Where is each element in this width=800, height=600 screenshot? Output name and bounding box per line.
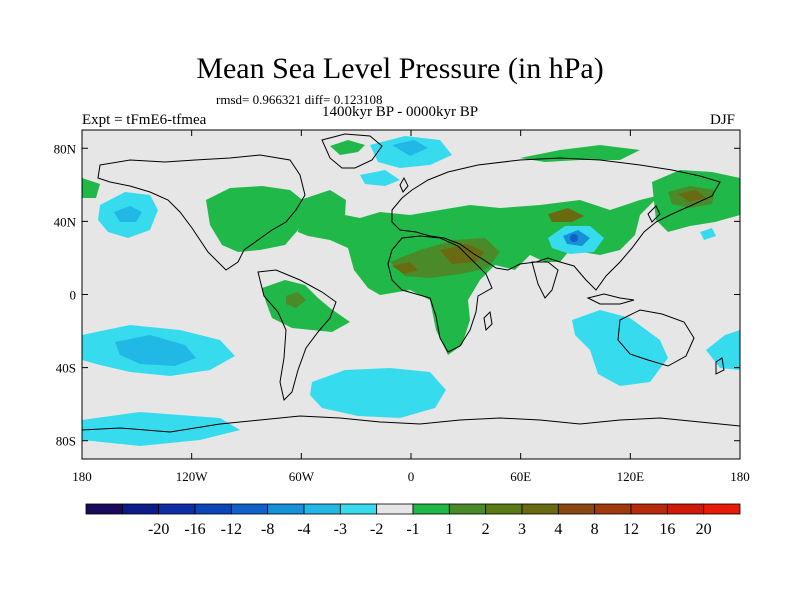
lon-tick-label: 180 <box>730 469 750 484</box>
coast-japan <box>647 205 661 223</box>
colorbar-label: 4 <box>554 521 562 538</box>
anomaly-band-brown-arabia <box>440 244 484 264</box>
anomaly-band-cyan-southwest-pacific <box>706 330 740 370</box>
coast-uk <box>399 176 409 193</box>
colorbar-label: 12 <box>623 521 639 538</box>
colorbar-label: 3 <box>518 521 526 538</box>
pressure-anomaly-field <box>82 136 740 446</box>
lat-tick-label: 0 <box>70 288 77 303</box>
anomaly-band-brown-central-asia <box>548 208 584 222</box>
lat-tick-label: 80S <box>56 434 76 449</box>
anomaly-band-darkblue-tibet <box>570 234 578 242</box>
colorbar-swatch <box>412 503 450 515</box>
lon-tick-label: 180 <box>72 469 92 484</box>
colorbar-label: -8 <box>261 521 274 538</box>
colorbar-swatch <box>557 503 596 515</box>
coast-indonesia <box>586 293 635 305</box>
period-label: 1400kyr BP - 0000kyr BP <box>322 104 479 120</box>
colorbar-swatch <box>230 503 269 515</box>
coast-antarctica <box>82 415 740 433</box>
coast-india <box>531 261 559 299</box>
lon-tick-label: 120W <box>176 469 209 484</box>
colorbar-label: -12 <box>221 521 242 538</box>
colorbar-swatch <box>267 503 305 515</box>
colorbar-label: -3 <box>334 521 347 538</box>
coast-south-america <box>257 269 337 401</box>
lat-tick-label: 80N <box>54 141 77 156</box>
colorbar-swatch <box>630 503 668 515</box>
lon-tick-label: 120E <box>617 469 645 484</box>
colorbar-label: 20 <box>696 521 712 538</box>
colorbar <box>85 503 741 515</box>
colorbar-swatch <box>85 503 123 515</box>
colorbar-label: 8 <box>591 521 599 538</box>
colorbar-label: -1 <box>406 521 419 538</box>
anomaly-band-green-north-america <box>206 186 305 252</box>
anomaly-band-blue-greenland <box>392 140 428 156</box>
colorbar-swatch <box>194 503 232 515</box>
colorbar-label: 1 <box>445 521 453 538</box>
coast-north-america <box>97 154 306 271</box>
lon-tick-label: 60E <box>510 469 531 484</box>
season-label: DJF <box>710 112 736 128</box>
colorbar-swatch <box>121 503 160 515</box>
anomaly-band-green-greenland-edge <box>330 140 365 155</box>
longitude-axis: 180 120W 60W 0 60E 120E 180 <box>72 130 750 484</box>
lon-tick-label: 0 <box>408 469 415 484</box>
anomaly-band-blue-north-pacific <box>114 206 142 222</box>
colorbar-label: 16 <box>659 521 675 538</box>
coast-africa <box>387 235 493 353</box>
anomaly-band-cyan-south-atlantic <box>310 368 446 418</box>
colorbar-labels: -20 -16 -12 -8 -4 -3 -2 -1 1 2 3 4 8 12 16 20 <box>148 521 712 538</box>
anomaly-band-brown-sahara <box>392 262 418 274</box>
anomaly-band-green-siberia <box>520 145 640 162</box>
colorbar-swatch <box>448 503 487 515</box>
coast-eurasia <box>391 157 721 291</box>
coast-madagascar <box>483 310 493 332</box>
lat-tick-label: 40N <box>54 214 77 229</box>
experiment-label: Expt = tFmE6-tfmea <box>82 112 207 128</box>
colorbar-label: 2 <box>482 521 490 538</box>
colorbar-swatch <box>703 503 741 515</box>
coast-new-zealand <box>715 357 725 375</box>
colorbar-label: -20 <box>148 521 169 538</box>
coast-australia <box>617 309 695 367</box>
anomaly-band-green-alaska <box>82 178 100 198</box>
colorbar-swatch <box>666 503 705 515</box>
lat-tick-label: 40S <box>56 361 76 376</box>
colorbar-label: -16 <box>184 521 205 538</box>
stats-line: rmsd= 0.966321 diff= 0.123108 <box>216 92 383 107</box>
anomaly-band-cyan-north-atlantic <box>360 170 400 186</box>
plot-title: Mean Sea Level Pressure (in hPa) <box>196 52 604 85</box>
anomaly-band-darkgreen-south-america <box>286 292 306 308</box>
anomaly-band-green-south-america <box>262 280 350 332</box>
latitude-axis: 80N 40N 0 40S 80S <box>54 141 740 449</box>
colorbar-swatch <box>485 503 523 515</box>
colorbar-label: -2 <box>370 521 383 538</box>
colorbar-swatch <box>303 503 341 515</box>
anomaly-band-cyan-indian-ocean <box>572 310 668 386</box>
colorbar-swatch <box>594 503 632 515</box>
colorbar-swatch <box>521 503 559 515</box>
colorbar-label: -4 <box>297 521 310 538</box>
colorbar-swatch <box>376 503 414 515</box>
lon-tick-label: 60W <box>289 469 315 484</box>
anomaly-band-cyan-antarctic <box>82 412 240 446</box>
anomaly-band-brown-pacific-northeast <box>678 190 706 202</box>
anomaly-band-cyan-southeast-pacific <box>700 228 716 240</box>
coast-greenland <box>321 133 383 169</box>
coastlines <box>82 133 740 433</box>
colorbar-swatch <box>339 503 378 515</box>
anomaly-band-blue-south-pacific <box>115 335 196 366</box>
colorbar-swatch <box>158 503 196 515</box>
